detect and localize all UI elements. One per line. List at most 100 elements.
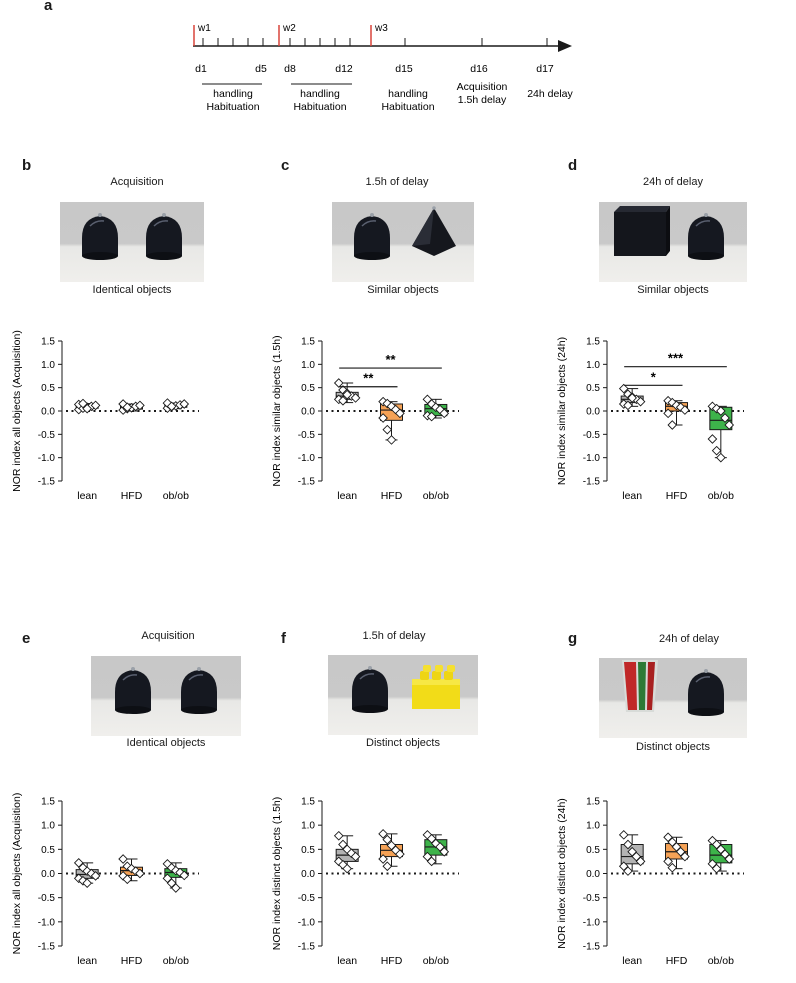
photo-title: 1.5h of delay xyxy=(365,176,429,188)
data-point xyxy=(350,851,361,862)
y-tick-label: 0.0 xyxy=(301,407,315,418)
y-tick-label: 0.5 xyxy=(301,383,315,394)
y-tick-label: -1.5 xyxy=(583,942,601,953)
x-category-label: HFD xyxy=(121,490,143,502)
arena-photo xyxy=(599,202,747,282)
y-tick-label: -1.0 xyxy=(583,917,601,928)
significance-label: ** xyxy=(385,352,396,367)
object-dome xyxy=(688,669,724,716)
y-axis-label: NOR index all objects (Acquisition) xyxy=(11,793,23,955)
y-tick-label: 0.5 xyxy=(586,845,600,856)
box-plot-e: -1.5 -1.0 -0.5 0.0 0.5 1.0 1.5 NOR index all ob… xyxy=(11,793,199,967)
object-dome xyxy=(82,213,118,260)
arena-photo xyxy=(332,202,474,282)
object-cone xyxy=(412,206,456,256)
y-tick-label: -1.5 xyxy=(298,477,316,488)
x-category-label: ob/ob xyxy=(423,490,449,502)
significance-label: * xyxy=(651,369,657,384)
object-lego xyxy=(412,665,460,709)
x-category-label: HFD xyxy=(666,955,688,967)
y-tick-label: 0.5 xyxy=(41,383,55,394)
y-tick-label: -1.5 xyxy=(583,477,601,488)
object-cube xyxy=(614,206,670,256)
phase-label-line1: handling xyxy=(388,88,428,100)
data-point xyxy=(724,854,735,864)
data-point xyxy=(623,866,633,876)
data-point xyxy=(122,402,133,413)
panel-letter-g: g xyxy=(568,630,578,647)
y-tick-label: 0.0 xyxy=(41,869,55,880)
data-point xyxy=(82,866,93,876)
data-point xyxy=(439,408,450,419)
day-label: d8 xyxy=(284,63,296,75)
y-tick-label: -0.5 xyxy=(298,893,316,904)
data-point xyxy=(635,396,646,407)
x-category-label: ob/ob xyxy=(163,490,189,502)
y-tick-label: -1.0 xyxy=(583,453,601,464)
y-tick-label: 1.5 xyxy=(586,337,600,348)
data-point xyxy=(711,445,722,456)
data-point xyxy=(342,863,353,874)
object-dome xyxy=(354,213,390,260)
arena-photo xyxy=(328,655,478,735)
arena-photo xyxy=(599,658,747,738)
box-plot-g: -1.5 -1.0 -0.5 0.0 0.5 1.0 1.5 NOR index distin… xyxy=(556,797,744,967)
x-category-label: lean xyxy=(77,490,97,502)
data-point xyxy=(90,400,101,411)
data-point xyxy=(618,829,629,840)
y-tick-label: -1.5 xyxy=(298,942,316,953)
panel-letter-d: d xyxy=(568,157,578,174)
week-label: w1 xyxy=(197,23,211,34)
data-point xyxy=(386,435,397,445)
y-axis-label: NOR index all objects (Acquisition) xyxy=(11,330,23,492)
data-point xyxy=(395,849,405,860)
y-tick-label: 1.0 xyxy=(41,360,55,371)
data-point xyxy=(382,424,393,435)
data-point xyxy=(663,856,673,867)
panel-letter-e: e xyxy=(22,630,31,647)
y-axis-label: NOR index distinct objects (1.5h) xyxy=(271,797,283,950)
y-tick-label: 1.0 xyxy=(586,821,600,832)
data-point xyxy=(711,403,722,414)
y-tick-label: 1.0 xyxy=(586,360,600,371)
y-axis-label: NOR index similar objects (24h) xyxy=(556,337,568,485)
data-point xyxy=(378,854,388,864)
data-point xyxy=(338,395,348,406)
x-category-label: HFD xyxy=(121,955,143,967)
x-category-label: lean xyxy=(337,490,357,502)
data-point xyxy=(333,856,344,867)
phase-label-line2: 1.5h delay xyxy=(458,94,507,106)
phase-label-line2: Habituation xyxy=(293,101,346,113)
data-point xyxy=(382,861,393,872)
x-category-label: HFD xyxy=(381,490,403,502)
y-tick-label: 1.0 xyxy=(301,360,315,371)
data-point xyxy=(382,834,393,845)
object-dome xyxy=(146,213,182,260)
panel-letter-b: b xyxy=(22,157,32,174)
phase-label-line1: handling xyxy=(213,88,253,100)
data-point xyxy=(118,871,128,881)
data-point xyxy=(333,378,344,388)
data-point xyxy=(135,868,145,879)
y-tick-label: -0.5 xyxy=(298,430,316,441)
y-tick-label: 1.5 xyxy=(41,337,55,348)
phase-label-line1: Acquisition xyxy=(457,81,508,93)
x-category-label: ob/ob xyxy=(708,490,734,502)
data-point xyxy=(623,400,633,411)
y-tick-label: -0.5 xyxy=(38,893,56,904)
x-category-label: ob/ob xyxy=(423,955,449,967)
data-point xyxy=(724,420,735,430)
significance-label: *** xyxy=(668,351,684,366)
data-point xyxy=(720,413,730,423)
y-tick-label: 0.0 xyxy=(586,869,600,880)
timeline-arrow xyxy=(558,40,572,52)
object-dome xyxy=(352,666,388,713)
y-tick-label: 0.0 xyxy=(41,407,55,418)
photo-caption: Identical objects xyxy=(126,737,206,749)
y-tick-label: 0.0 xyxy=(586,407,600,418)
y-tick-label: 0.5 xyxy=(586,383,600,394)
y-tick-label: -1.0 xyxy=(298,453,316,464)
data-point xyxy=(680,851,690,862)
y-tick-label: 1.5 xyxy=(301,797,315,808)
